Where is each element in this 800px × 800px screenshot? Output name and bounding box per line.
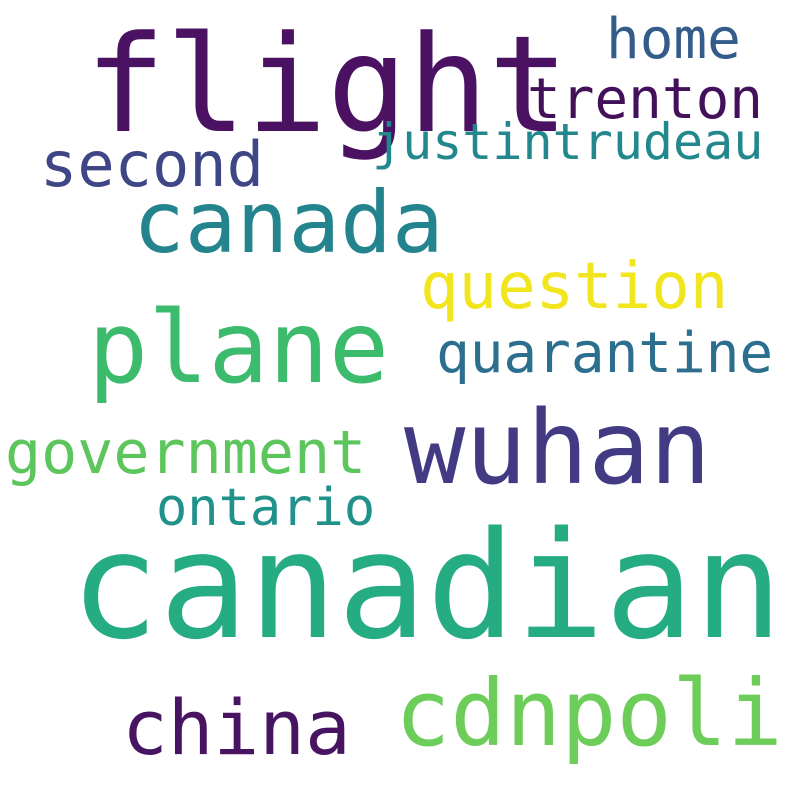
- word-ontario: ontario: [156, 478, 376, 538]
- word-wuhan: wuhan: [404, 389, 712, 508]
- word-government: government: [5, 418, 367, 488]
- word-flight: flight: [85, 7, 570, 163]
- word-plane: plane: [88, 289, 390, 406]
- word-justintrudeau: justintrudeau: [372, 113, 764, 171]
- word-question: question: [420, 250, 729, 324]
- word-canadian: canadian: [70, 500, 783, 672]
- word-china: china: [122, 683, 351, 772]
- word-quarantine: quarantine: [436, 321, 774, 386]
- word-cdnpoli: cdnpoli: [395, 660, 783, 767]
- word-canada: canada: [133, 173, 444, 273]
- word-home: home: [606, 7, 741, 72]
- word-trenton: trenton: [527, 67, 764, 132]
- word-second: second: [40, 128, 264, 201]
